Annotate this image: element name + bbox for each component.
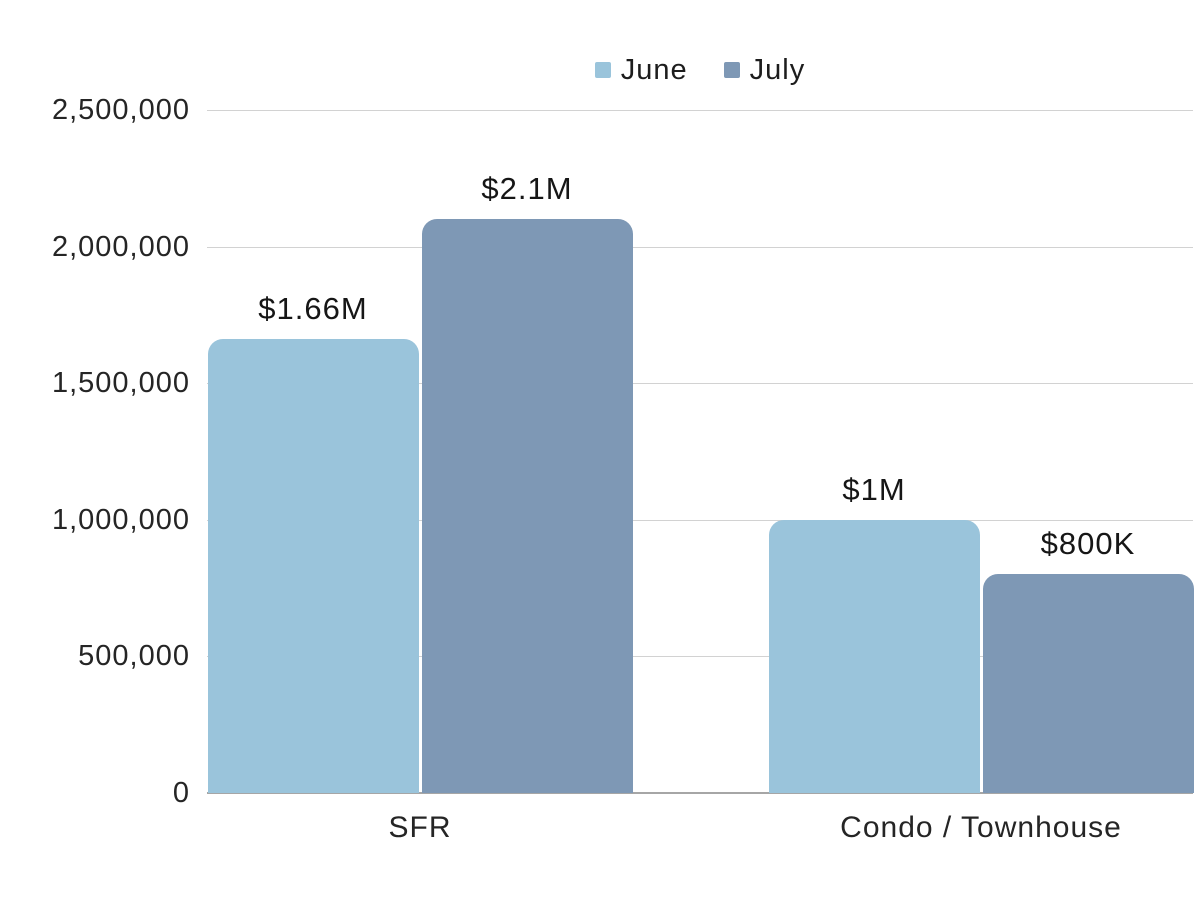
gridline xyxy=(207,110,1193,111)
bar-value-label: $1M xyxy=(842,471,906,507)
y-axis-tick-label: 1,000,000 xyxy=(51,503,190,536)
legend: June July xyxy=(207,50,1193,90)
legend-label: July xyxy=(749,53,806,86)
bar-july-condo-townhouse xyxy=(982,574,1194,793)
x-axis-category-label: Condo / Townhouse xyxy=(840,811,1122,844)
y-axis-tick-label: 500,000 xyxy=(78,640,190,673)
legend-item-june: June xyxy=(594,53,688,87)
legend-item-july: July xyxy=(723,53,806,87)
gridline xyxy=(207,246,1193,248)
y-axis-tick-label: 2,000,000 xyxy=(51,230,190,263)
bar-value-label: $2.1M xyxy=(481,171,573,207)
bar-june-condo-townhouse xyxy=(768,519,980,793)
legend-marker-icon xyxy=(723,62,740,78)
bar-june-sfr xyxy=(207,339,419,793)
bar-value-label: $1.66M xyxy=(258,291,368,327)
gridline xyxy=(207,383,1193,385)
x-axis-category-label: SFR xyxy=(388,811,452,844)
gridline xyxy=(207,519,1193,521)
y-axis-tick-label: 0 xyxy=(172,777,190,809)
bar-value-label: $800K xyxy=(1040,526,1136,562)
legend-marker-icon xyxy=(594,62,611,78)
y-axis-tick-label: 2,500,000 xyxy=(51,94,190,126)
legend-label: June xyxy=(620,53,688,86)
gridline xyxy=(207,656,1193,658)
bar-july-sfr xyxy=(421,219,633,793)
y-axis-tick-label: 1,500,000 xyxy=(51,367,190,400)
x-axis-line xyxy=(207,792,1193,794)
